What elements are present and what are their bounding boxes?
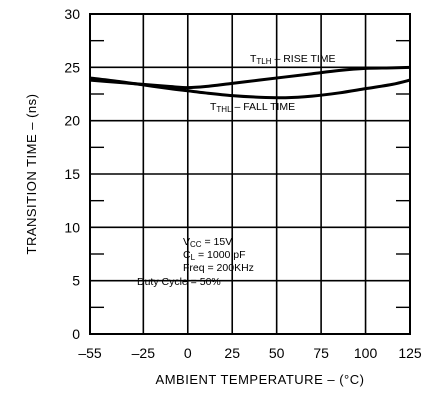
condition-line: CL = 1000 pF — [183, 249, 246, 262]
x-tick-label: 25 — [224, 345, 240, 361]
condition-line: Duty Cycle = 50% — [137, 276, 221, 288]
curve-labels: TTLH – RISE TIME TTHL – FALL TIME — [210, 53, 336, 114]
x-tick-label: 125 — [398, 345, 422, 361]
y-tick-label: 30 — [64, 6, 80, 22]
x-tick-label: –25 — [132, 345, 156, 361]
y-axis-ticks: 0 5 10 15 20 25 30 — [64, 6, 80, 342]
x-axis-ticks: –55 –25 0 25 50 75 100 125 — [78, 345, 422, 361]
series-line-fall-time — [89, 76, 411, 100]
x-tick-label: 0 — [184, 345, 192, 361]
y-axis-title: TRANSITION TIME – (ns) — [24, 94, 39, 255]
y-tick-label: 10 — [64, 219, 80, 235]
x-tick-label: –55 — [78, 345, 102, 361]
series-label-fall-time: TTHL – FALL TIME — [210, 101, 295, 114]
series-label-rise-time: TTLH – RISE TIME — [250, 53, 336, 66]
curves — [89, 65, 411, 100]
y-tick-label: 20 — [64, 113, 80, 129]
y-tick-label: 15 — [64, 166, 80, 182]
x-tick-label: 50 — [269, 345, 285, 361]
condition-line: Freq = 200KHz — [183, 262, 254, 274]
x-axis-title: AMBIENT TEMPERATURE – (°C) — [156, 372, 365, 387]
plot-frame — [89, 13, 411, 335]
minor-ticks — [90, 39, 410, 309]
y-tick-label: 25 — [64, 59, 80, 75]
grid — [89, 13, 411, 335]
y-tick-label: 5 — [72, 273, 80, 289]
condition-line: VCC = 15V — [183, 236, 232, 249]
y-tick-label: 0 — [72, 326, 80, 342]
x-tick-label: 75 — [313, 345, 329, 361]
x-tick-label: 100 — [354, 345, 378, 361]
